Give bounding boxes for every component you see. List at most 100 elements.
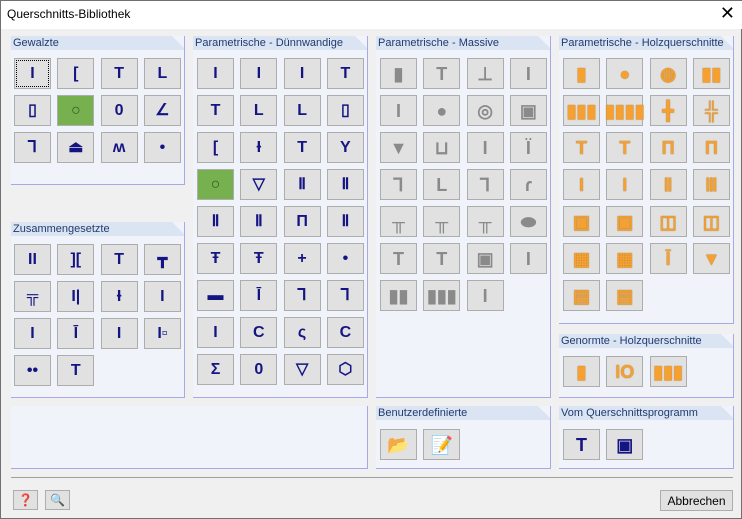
section-button[interactable]: •• xyxy=(14,355,51,386)
section-button[interactable]: ╥ xyxy=(423,206,461,237)
section-button[interactable]: 0 xyxy=(100,95,138,126)
section-button[interactable]: I xyxy=(380,95,417,126)
section-button[interactable]: I xyxy=(466,280,504,311)
section-button[interactable]: Ϲ xyxy=(326,317,364,348)
section-button[interactable]: ▮▮▮ xyxy=(563,95,600,126)
section-button[interactable]: ▼ xyxy=(692,243,730,274)
section-button[interactable]: Ɨ xyxy=(100,281,138,312)
section-button[interactable]: ╋ xyxy=(649,95,687,126)
section-button[interactable]: I xyxy=(240,58,278,89)
close-icon[interactable]: ✕ xyxy=(719,3,735,23)
section-button[interactable]: Ī xyxy=(240,280,278,311)
section-button[interactable]: T xyxy=(423,243,461,274)
section-button[interactable]: L xyxy=(283,95,321,126)
section-button[interactable]: I xyxy=(197,58,234,89)
section-button[interactable]: • xyxy=(326,243,364,274)
section-button[interactable]: ʍ xyxy=(100,132,138,163)
section-button[interactable]: ◍ xyxy=(649,58,687,89)
section-button[interactable]: T xyxy=(326,58,364,89)
section-button[interactable]: Ī xyxy=(649,243,687,274)
section-button[interactable]: T xyxy=(283,132,321,163)
section-button[interactable]: T xyxy=(606,132,644,163)
section-button[interactable]: ┳ xyxy=(143,244,181,275)
section-button[interactable]: ][ xyxy=(57,244,95,275)
section-button[interactable]: ▦ xyxy=(563,243,600,274)
section-button[interactable]: Ꞁ xyxy=(14,132,51,163)
section-button[interactable]: [ xyxy=(57,58,95,89)
section-button[interactable]: ⬡ xyxy=(326,354,364,385)
section-button[interactable]: ɾ xyxy=(509,169,547,200)
section-button[interactable]: ∠ xyxy=(143,95,181,126)
section-button[interactable]: ▮▮▮ xyxy=(649,356,687,387)
section-button[interactable]: ▽ xyxy=(283,354,321,385)
section-button[interactable]: ▣ xyxy=(509,95,547,126)
section-button[interactable]: L xyxy=(143,58,181,89)
section-button[interactable]: ╦ xyxy=(14,281,51,312)
section-button[interactable]: L xyxy=(240,95,278,126)
section-button[interactable]: T xyxy=(380,243,417,274)
section-button[interactable]: Ꞁ xyxy=(283,280,321,311)
section-button[interactable]: ◎ xyxy=(466,95,504,126)
section-button[interactable]: T xyxy=(563,132,600,163)
section-button[interactable]: Ⅱ xyxy=(326,169,364,200)
section-button[interactable]: ⏏ xyxy=(57,132,95,163)
section-button[interactable]: I xyxy=(283,58,321,89)
section-button[interactable]: ◫ xyxy=(692,206,730,237)
section-button[interactable]: 📂 xyxy=(380,429,417,460)
section-button[interactable]: Ī xyxy=(57,318,95,349)
section-button[interactable]: Ⅱ xyxy=(197,206,234,237)
section-button[interactable]: I xyxy=(509,243,547,274)
section-button[interactable]: I xyxy=(509,58,547,89)
section-button[interactable]: Y xyxy=(326,132,364,163)
section-button[interactable]: ▦ xyxy=(606,243,644,274)
section-button[interactable]: T xyxy=(197,95,234,126)
section-button[interactable]: + xyxy=(283,243,321,274)
section-button[interactable]: I xyxy=(100,318,138,349)
section-button[interactable]: [ xyxy=(197,132,234,163)
section-button[interactable]: ▯ xyxy=(14,95,51,126)
section-button[interactable]: ▽ xyxy=(240,169,278,200)
section-button[interactable]: ● xyxy=(606,58,644,89)
section-button[interactable]: ▣ xyxy=(563,206,600,237)
section-button[interactable]: ╬ xyxy=(692,95,730,126)
section-button[interactable]: ▤ xyxy=(563,280,600,311)
section-button[interactable]: T xyxy=(57,355,95,386)
section-button[interactable]: I xyxy=(606,169,644,200)
section-button[interactable]: T xyxy=(563,429,600,460)
section-button[interactable]: I xyxy=(14,58,51,89)
section-button[interactable]: I xyxy=(14,318,51,349)
section-button[interactable]: Ŧ xyxy=(197,243,234,274)
section-button[interactable]: 📝 xyxy=(423,429,461,460)
section-button[interactable]: ꓶ xyxy=(466,169,504,200)
section-button[interactable]: ▮▮ xyxy=(692,58,730,89)
section-button[interactable]: ▬ xyxy=(197,280,234,311)
section-button[interactable]: I xyxy=(197,317,234,348)
section-button[interactable]: Π xyxy=(283,206,321,237)
section-button[interactable]: ▮▮▮▮ xyxy=(605,95,645,126)
section-button[interactable]: Ⅱ xyxy=(326,206,364,237)
section-button[interactable]: L xyxy=(423,169,461,200)
info-button[interactable]: 🔍 xyxy=(45,490,70,510)
section-button[interactable]: ● xyxy=(423,95,461,126)
section-button[interactable]: ▣ xyxy=(606,206,644,237)
section-button[interactable]: ⊔ xyxy=(423,132,461,163)
section-button[interactable]: I xyxy=(143,281,181,312)
section-button[interactable]: ▮▮ xyxy=(380,280,417,311)
section-button[interactable]: T xyxy=(100,58,138,89)
section-button[interactable]: ▣ xyxy=(606,429,644,460)
section-button[interactable]: ▼ xyxy=(380,132,417,163)
section-button[interactable]: I xyxy=(563,169,600,200)
section-button[interactable]: ╥ xyxy=(380,206,417,237)
section-button[interactable]: Ⅱ xyxy=(283,169,321,200)
section-button[interactable]: ▣ xyxy=(466,243,504,274)
section-button[interactable]: ▮ xyxy=(563,356,600,387)
section-button[interactable]: 0 xyxy=(240,354,278,385)
section-button[interactable]: I▫ xyxy=(143,318,181,349)
section-button[interactable]: Π xyxy=(649,132,687,163)
section-button[interactable]: ▤ xyxy=(606,280,644,311)
section-button[interactable]: Ⅱ xyxy=(240,206,278,237)
section-button[interactable]: ⊥ xyxy=(466,58,504,89)
section-button[interactable]: Ɨ xyxy=(240,132,278,163)
section-button[interactable]: ▮▮▮ xyxy=(423,280,461,311)
section-button[interactable]: IO xyxy=(606,356,644,387)
